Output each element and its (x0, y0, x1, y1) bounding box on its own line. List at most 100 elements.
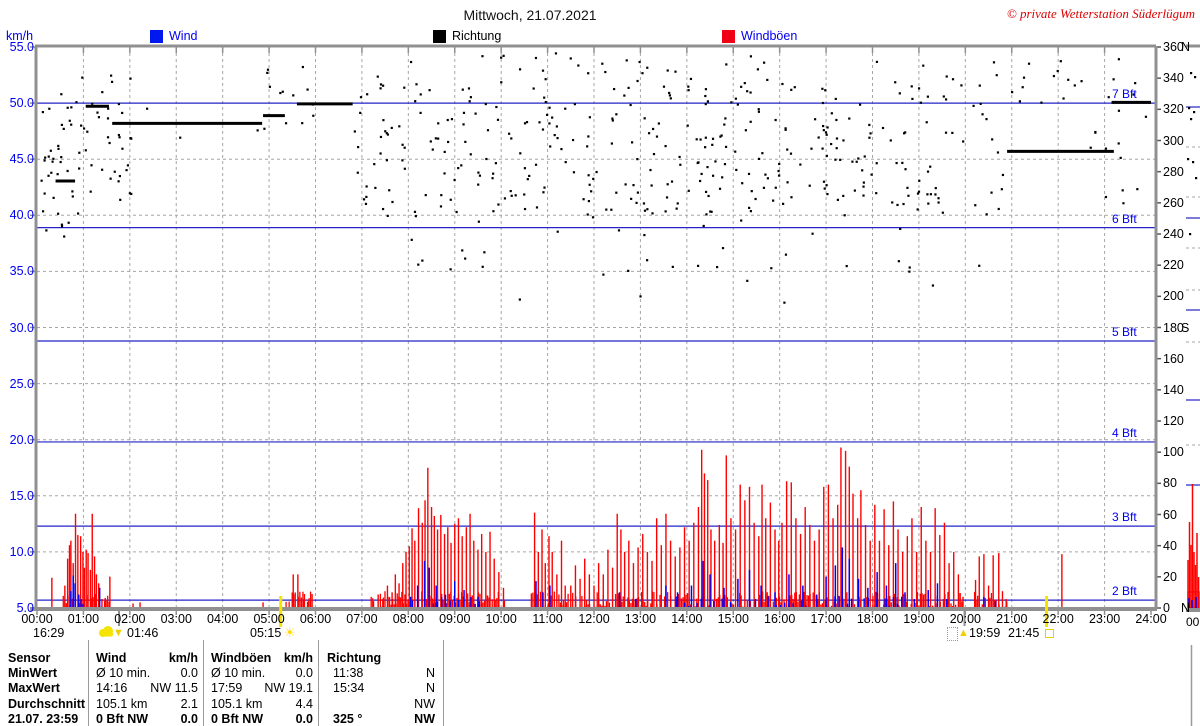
wind-value: 2.1 (180, 696, 198, 711)
arrow-down-icon: ▼ (113, 627, 124, 639)
dir-value: N (425, 666, 435, 680)
y-right-tick-label: 260 (1163, 195, 1184, 210)
table-divider (203, 640, 204, 726)
dir-value: N (425, 681, 435, 696)
sunset-square-icon (1045, 629, 1054, 638)
x-axis-tick-label: 12:00 (578, 612, 610, 626)
y-right-tick-label: 240 (1163, 227, 1184, 241)
row-label: MaxWert (8, 681, 60, 696)
y-right-tick-label: 160 (1163, 351, 1184, 366)
x-axis-tick-label: 24:00 (1135, 612, 1167, 626)
moon-cloud-icon (100, 632, 113, 637)
copyright-note: © private Wetterstation Süderlügum (1006, 6, 1195, 21)
x-axis-tick-label: 21:00 (996, 612, 1028, 626)
x-axis-tick-label: 10:00 (485, 612, 517, 626)
gust-value: 0.0 (295, 666, 313, 680)
dir-value: NW (414, 696, 435, 711)
gust-detail: 105.1 km (211, 696, 263, 711)
x-axis-tick-label: 20:00 (949, 612, 981, 626)
y-right-tick-label: 300 (1163, 133, 1184, 148)
y-left-tick-label: 35.0 (9, 264, 34, 279)
x-axis-tick-label: 02:00 (114, 612, 146, 626)
beaufort-label: 7 Bft (1112, 87, 1137, 102)
row-label: 21.07. 23:59 (8, 711, 79, 726)
y-left-unit-label: km/h (6, 29, 34, 43)
y-right-tick-label: 0 (1163, 601, 1170, 615)
table-row: 21.07. 23:59 0 Bft NW 0.0 0 Bft NW 0.0 325 ° N… (0, 712, 460, 726)
x-axis-tick-label: 08:00 (392, 612, 424, 626)
x-axis-tick-label: 06:00 (299, 612, 332, 626)
y-right-tick-label: 140 (1163, 382, 1184, 397)
gust-value: 0.0 (295, 711, 313, 726)
row-label: Durchschnitt (8, 696, 86, 711)
row-label: MinWert (8, 666, 58, 680)
col-gust-unit: km/h (283, 651, 313, 665)
beaufort-label: 4 Bft (1112, 425, 1137, 440)
x-axis-tick-label: 17:00 (810, 612, 842, 626)
gust-detail: 0 Bft NW (211, 711, 264, 726)
compass-letter: N (1181, 601, 1191, 615)
x-axis-tick-label: 00:00 (21, 612, 53, 626)
col-wind-unit: km/h (168, 651, 198, 665)
y-right-tick-label: 220 (1163, 258, 1184, 273)
col-sensor: Sensor (8, 651, 51, 665)
windböen-legend-swatch (722, 30, 735, 43)
wind-detail: 105.1 km (96, 696, 148, 711)
x-axis-tick-label: 23:00 (1088, 612, 1121, 626)
legend-label-wind: Wind (169, 29, 198, 43)
wind-detail: Ø 10 min. (96, 666, 151, 680)
y-left-tick-label: 45.0 (9, 152, 34, 167)
y-right-tick-label: 340 (1163, 71, 1184, 86)
beaufort-label: 5 Bft (1112, 324, 1137, 339)
table-header-row: Sensor Wind km/h Windböen km/h Richtung (0, 651, 460, 666)
wind-detail: 0 Bft NW (96, 711, 149, 726)
wind-legend-swatch (150, 30, 163, 43)
wind-value: NW 11.5 (150, 681, 198, 696)
compass-letter: S (1181, 320, 1190, 335)
sunmoon-time-label: 05:15 (250, 626, 282, 640)
y-left-tick-label: 40.0 (9, 208, 34, 223)
table-divider (88, 640, 89, 726)
sunmoon-time-label: 01:46 (127, 626, 159, 640)
x-axis-tick-label: 15:00 (717, 612, 749, 626)
y-right-tick-label: 20 (1163, 569, 1177, 584)
y-right-tick-label: 280 (1163, 164, 1184, 179)
x-axis-tick-label: 05:00 (253, 612, 285, 626)
beaufort-label: 6 Bft (1112, 211, 1137, 226)
col-gust: Windböen (211, 651, 272, 665)
y-left-tick-label: 30.0 (9, 320, 34, 335)
wind-value: 0.0 (180, 711, 198, 726)
sunmoon-time-label: 21:45 (1008, 626, 1040, 640)
richtung-legend-swatch (433, 30, 446, 43)
table-row: Durchschnitt 105.1 km 2.1 105.1 km 4.4 NW (0, 697, 460, 712)
y-right-tick-label: 40 (1163, 538, 1177, 553)
y-right-tick-label: 100 (1163, 445, 1184, 460)
y-left-tick-label: 15.0 (9, 488, 34, 503)
gust-detail: 17:59 (211, 681, 243, 696)
dir-value: NW (414, 711, 435, 726)
legend-label-windböen: Windböen (741, 29, 798, 43)
sunmoon-time-label: 16:29 (33, 626, 65, 640)
compass-letter: N (1181, 40, 1191, 54)
sun-icon: ☀ (284, 625, 296, 640)
gust-value: 4.4 (295, 696, 313, 711)
beaufort-label: 2 Bft (1112, 584, 1137, 599)
dir-detail: 325 ° (333, 711, 363, 726)
x-axis-tick-label: 07:00 (346, 612, 378, 626)
y-right-tick-label: 120 (1163, 414, 1184, 428)
table-divider (318, 640, 319, 726)
x-axis-tick-label: 16:00 (764, 612, 796, 626)
y-left-tick-label: 10.0 (9, 544, 34, 559)
chart-title: Mittwoch, 21.07.2021 (463, 7, 597, 23)
gust-value: NW 19.1 (264, 681, 313, 696)
arrow-up-icon: ▲ (958, 627, 969, 639)
edge-strip-time-label: 00 (1186, 615, 1200, 629)
table-row: MinWert Ø 10 min. 0.0 Ø 10 min. 0.0 11:38 N (0, 666, 460, 681)
gust-detail: Ø 10 min. (211, 666, 266, 680)
table-row: MaxWert 14:16 NW 11.5 17:59 NW 19.1 15:34 N (0, 681, 460, 696)
dir-detail: 15:34 (333, 681, 365, 696)
wind-value: 0.0 (180, 666, 198, 680)
x-axis-tick-label: 01:00 (67, 612, 100, 626)
